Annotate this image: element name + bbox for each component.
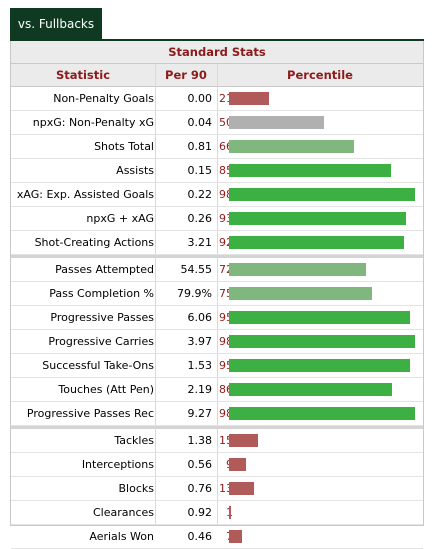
column-divider	[217, 64, 218, 525]
per90-value: 2.19	[187, 383, 213, 396]
per90-value: 1.38	[187, 434, 213, 447]
stat-label: Pass Completion %	[49, 287, 154, 300]
header-statistic: Statistic	[55, 68, 111, 82]
stat-label: Tackles	[114, 434, 154, 447]
percentile-bar	[229, 263, 366, 276]
stat-label: Passes Attempted	[55, 263, 154, 276]
per90-value: 54.55	[180, 263, 213, 276]
table-row: Progressive Passes 6.06 95	[11, 306, 423, 330]
per90-value: 79.9%	[177, 287, 212, 300]
percentile-bar	[229, 311, 410, 324]
header-percentile: Percentile	[287, 68, 353, 82]
per90-value: 0.22	[187, 188, 213, 201]
per90-value: 6.06	[187, 311, 213, 324]
per90-value: 0.56	[187, 458, 213, 471]
percentile-bar	[229, 530, 242, 543]
table-row: Pass Completion % 79.9% 75	[11, 282, 423, 306]
stats-table: Standard Stats Statistic Per 90 Percenti…	[10, 41, 424, 549]
table-row: Successful Take-Ons 1.53 95	[11, 354, 423, 378]
percentile-bar	[229, 287, 372, 300]
stat-label: xAG: Exp. Assisted Goals	[16, 188, 154, 201]
table-row: Tackles 1.38 15	[11, 426, 423, 453]
percentile-bar	[229, 140, 354, 153]
table-row: xAG: Exp. Assisted Goals 0.22 98	[11, 183, 423, 207]
stat-label: Blocks	[118, 482, 154, 495]
stat-label: Successful Take-Ons	[42, 359, 154, 372]
table-row: Blocks 0.76 13	[11, 477, 423, 501]
per90-value: 9.27	[187, 407, 213, 420]
percentile-bar	[229, 482, 254, 495]
per90-value: 0.76	[187, 482, 213, 495]
per90-value: 0.92	[187, 506, 213, 519]
percentile-bar	[229, 164, 391, 177]
stat-label: Interceptions	[81, 458, 154, 471]
per90-value: 3.97	[187, 335, 213, 348]
stat-label: Shots Total	[94, 140, 154, 153]
stat-label: npxG: Non-Penalty xG	[32, 116, 154, 129]
table-row: Shots Total 0.81 66	[11, 135, 423, 159]
per90-value: 0.46	[187, 530, 213, 543]
stat-label: Non-Penalty Goals	[53, 92, 154, 105]
table-row: Passes Attempted 54.55 72	[11, 255, 423, 282]
column-divider	[155, 64, 156, 525]
percentile-bar	[229, 212, 406, 225]
percentile-bar	[229, 434, 258, 447]
stat-label: npxG + xAG	[86, 212, 154, 225]
percentile-bar	[229, 383, 392, 396]
percentile-bar	[229, 92, 269, 105]
percentile-bar	[229, 407, 415, 420]
tab-vs-fullbacks[interactable]: vs. Fullbacks	[10, 8, 102, 40]
per90-value: 0.15	[187, 164, 213, 177]
stat-label: Progressive Carries	[48, 335, 154, 348]
table-row: Assists 0.15 85	[11, 159, 423, 183]
percentile-bar	[229, 236, 404, 249]
table-row: Progressive Carries 3.97 98	[11, 330, 423, 354]
stat-label: Clearances	[92, 506, 154, 519]
stat-label: Shot-Creating Actions	[34, 236, 154, 249]
table-row: Progressive Passes Rec 9.27 98	[11, 402, 423, 426]
stat-label: Touches (Att Pen)	[58, 383, 154, 396]
percentile-bar	[229, 188, 415, 201]
table-row: Non-Penalty Goals 0.00 21	[11, 87, 423, 111]
per90-value: 3.21	[187, 236, 213, 249]
percentile-bar	[229, 359, 410, 372]
tab-bar: vs. Fullbacks	[0, 0, 432, 41]
header-per90: Per 90	[165, 68, 207, 82]
per90-value: 1.53	[187, 359, 213, 372]
stat-label: Progressive Passes	[50, 311, 154, 324]
stat-label: Assists	[116, 164, 154, 177]
percentile-bar	[229, 506, 231, 519]
percentile-bar	[229, 116, 324, 129]
per90-value: 0.26	[187, 212, 213, 225]
table-row: Shot-Creating Actions 3.21 92	[11, 231, 423, 255]
stat-label: Progressive Passes Rec	[26, 407, 154, 420]
per90-value: 0.00	[187, 92, 213, 105]
tab-underline	[10, 39, 424, 41]
percentile-bar	[229, 335, 415, 348]
table-row: npxG + xAG 0.26 93	[11, 207, 423, 231]
per90-value: 0.04	[187, 116, 213, 129]
percentile-bar	[229, 458, 246, 471]
stat-label: Aerials Won	[89, 530, 154, 543]
per90-value: 0.81	[187, 140, 213, 153]
table-row: Touches (Att Pen) 2.19 86	[11, 378, 423, 402]
table-title: Standard Stats	[11, 41, 423, 64]
table-row: npxG: Non-Penalty xG 0.04 50	[11, 111, 423, 135]
